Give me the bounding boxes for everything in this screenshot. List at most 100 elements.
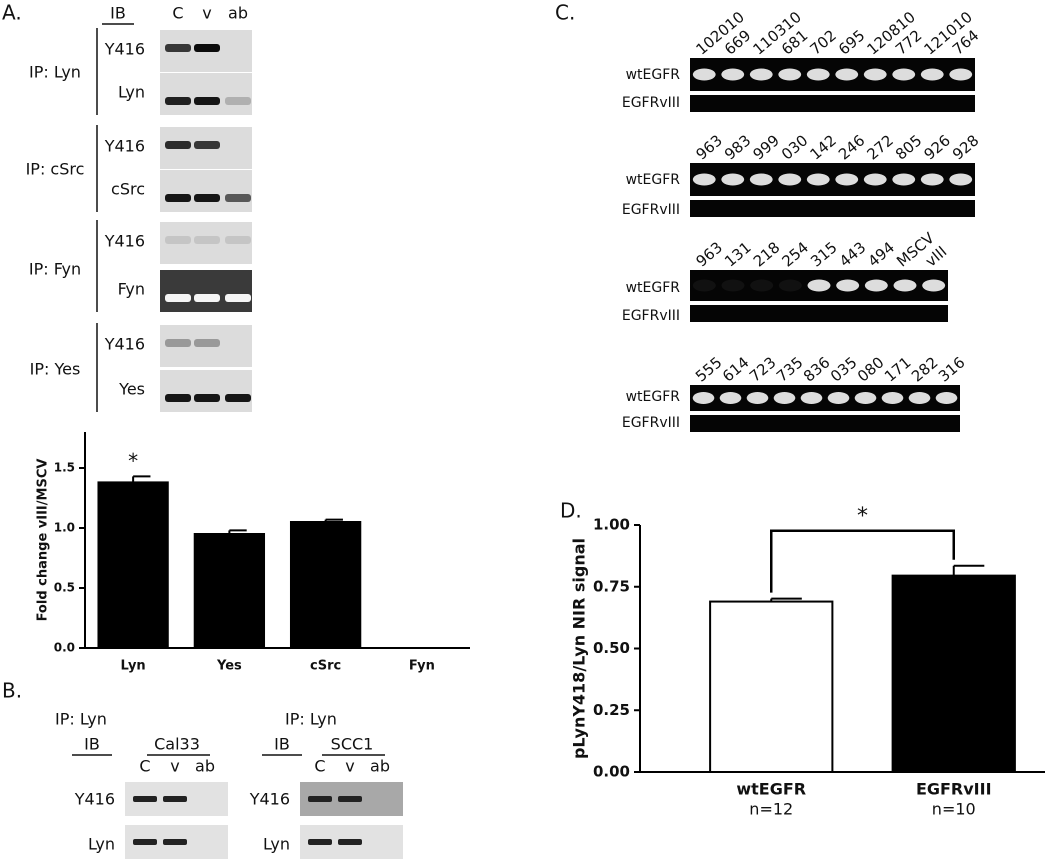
gel-image (690, 95, 975, 112)
panel-label: A. (2, 1, 22, 25)
lane-label: ab (228, 4, 248, 23)
gel-band (835, 173, 859, 186)
blot-row-label: Lyn (88, 835, 115, 854)
blot-row-label: Y416 (104, 137, 145, 156)
blot-band (225, 194, 251, 202)
gel-band (854, 392, 877, 404)
error-bar (952, 564, 985, 576)
ip-label: IP: Lyn (55, 710, 107, 729)
bar (891, 574, 1016, 774)
blot-row-label: Y416 (249, 790, 290, 809)
blot-band (225, 394, 251, 402)
ip-label: IP: Yes (30, 360, 81, 379)
y-tick-label: 0.25 (593, 701, 630, 719)
blot-band (225, 97, 251, 105)
lane-label: C (172, 4, 183, 23)
gel-image (690, 200, 975, 217)
x-tick-label: wtEGFR (736, 780, 806, 799)
gel-row-label: EGFRvIII (622, 308, 680, 324)
blot-row-label: Yes (118, 380, 145, 399)
ib-header: IB (274, 735, 290, 754)
sample-label: 443 (836, 238, 870, 270)
ip-label: IP: cSrc (26, 160, 85, 179)
sample-label: 131 (721, 238, 755, 270)
blot-band (338, 796, 362, 802)
gel-row-label: EGFRvIII (622, 415, 680, 431)
sample-label: 805 (892, 131, 926, 163)
gel-band (746, 392, 769, 404)
x-tick-label: cSrc (310, 659, 341, 674)
gel-row-label: wtEGFR (626, 280, 681, 296)
blot-band (225, 294, 251, 302)
gel-band (800, 392, 823, 404)
lane-label: ab (370, 757, 390, 776)
blot-image (160, 222, 252, 264)
x-tick-label: EGFRvIII (916, 780, 992, 799)
sample-label: 316 (935, 353, 969, 385)
gel-image (690, 415, 960, 432)
blot-band (165, 339, 191, 347)
blot-band (308, 796, 332, 802)
x-tick-sublabel: n=12 (749, 800, 793, 819)
ip-label: IP: Fyn (29, 260, 81, 279)
gel-band (778, 68, 802, 81)
sample-label: 246 (835, 131, 869, 163)
gel-band (892, 173, 916, 186)
gel-band (863, 68, 887, 81)
y-tick-label: 0.00 (593, 763, 630, 781)
blot-band (194, 44, 220, 52)
ip-label: IP: Lyn (285, 710, 337, 729)
x-tick-label: Lyn (121, 659, 146, 674)
sample-label: 030 (778, 131, 812, 163)
gel-band (908, 392, 931, 404)
gel-band (807, 279, 831, 292)
gel-band (721, 173, 745, 186)
gel-band (692, 392, 715, 404)
gel-band (920, 68, 944, 81)
blot-band (163, 839, 187, 845)
y-tick-label: 1.00 (593, 516, 630, 534)
gel-band (835, 68, 859, 81)
blot-band (165, 194, 191, 202)
sample-label: 702 (806, 26, 840, 58)
lane-label: C (314, 757, 325, 776)
gel-row-label: wtEGFR (626, 172, 681, 188)
sample-label: 963 (692, 238, 726, 270)
lane-label: v (202, 4, 211, 23)
blot-image (160, 370, 252, 412)
blot-image (160, 325, 252, 367)
blot-band (165, 236, 191, 244)
gel-band (692, 68, 716, 81)
blot-row-label: Lyn (118, 83, 145, 102)
gel-band (721, 279, 745, 292)
blot-band (165, 294, 191, 302)
gel-band (750, 279, 774, 292)
panel-label: D. (560, 499, 582, 523)
blot-row-label: Y416 (104, 232, 145, 251)
error-bar (770, 597, 802, 602)
sample-label: 963 (692, 131, 726, 163)
blot-band (194, 394, 220, 402)
y-tick-label: 0.5 (54, 581, 75, 595)
lane-label: v (170, 757, 179, 776)
blot-row-label: Y416 (104, 335, 145, 354)
gel-band (806, 68, 830, 81)
y-tick-label: 1.5 (54, 461, 75, 475)
gel-band (749, 173, 773, 186)
blot-band (133, 839, 157, 845)
ib-header: IB (110, 4, 126, 23)
lane-label: ab (195, 757, 215, 776)
blot-band (308, 839, 332, 845)
gel-band (749, 68, 773, 81)
y-tick-label: 0.50 (593, 639, 630, 657)
y-tick-label: 1.0 (54, 521, 75, 535)
significance-bracket (770, 529, 955, 593)
sample-label: 928 (949, 131, 983, 163)
sample-label: 695 (835, 26, 869, 58)
blot-band (194, 236, 220, 244)
gel-band (836, 279, 860, 292)
sample-label: 315 (807, 238, 841, 270)
cell-line: Cal33 (154, 735, 200, 754)
ip-label: IP: Lyn (29, 63, 81, 82)
gel-row-label: EGFRvIII (622, 202, 680, 218)
